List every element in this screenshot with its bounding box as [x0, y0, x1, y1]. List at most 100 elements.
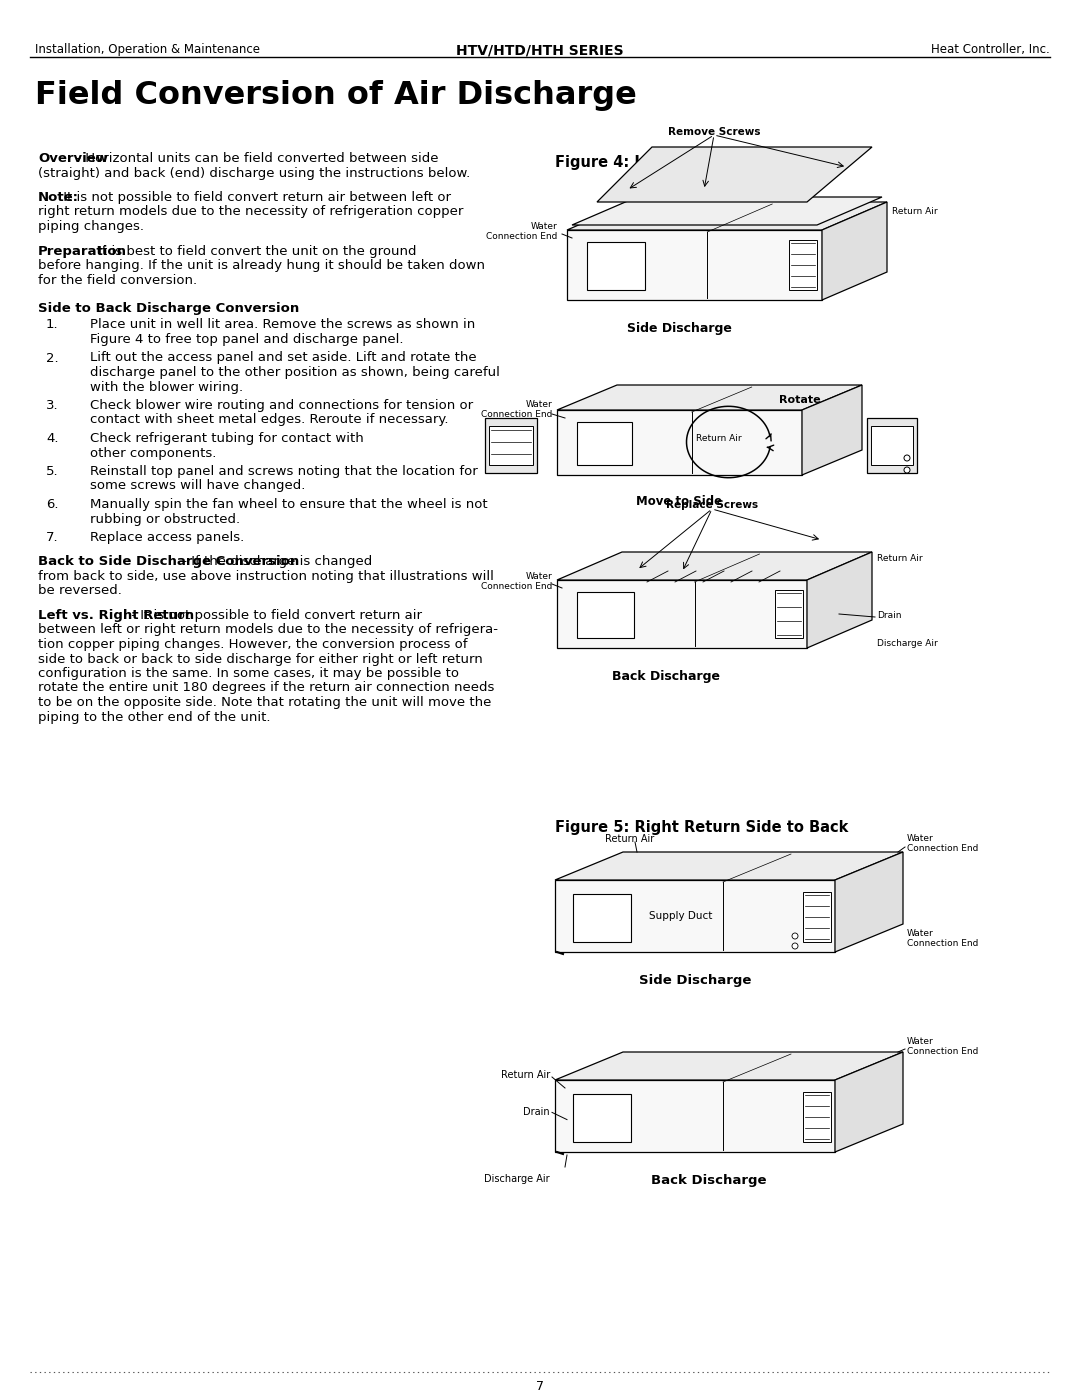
Text: Overview: Overview	[38, 152, 108, 165]
Text: discharge panel to the other position as shown, being careful: discharge panel to the other position as…	[90, 366, 500, 379]
Text: Supply Duct: Supply Duct	[649, 911, 713, 921]
Text: Place unit in well lit area. Remove the screws as shown in: Place unit in well lit area. Remove the …	[90, 319, 475, 331]
Text: - It is not possible to field convert return air: - It is not possible to field convert re…	[127, 609, 422, 622]
Text: 5.: 5.	[46, 465, 58, 478]
Text: 1.: 1.	[46, 319, 58, 331]
Text: rubbing or obstructed.: rubbing or obstructed.	[90, 513, 240, 525]
Text: configuration is the same. In some cases, it may be possible to: configuration is the same. In some cases…	[38, 666, 459, 680]
Text: Figure 4: Left Return Side to Back: Figure 4: Left Return Side to Back	[555, 155, 837, 170]
Text: - It is best to field convert the unit on the ground: - It is best to field convert the unit o…	[84, 244, 416, 257]
Polygon shape	[822, 203, 887, 300]
Text: - Horizontal units can be field converted between side: - Horizontal units can be field converte…	[72, 152, 438, 165]
Polygon shape	[573, 1094, 631, 1141]
Circle shape	[792, 933, 798, 939]
Polygon shape	[597, 147, 872, 203]
Text: 4.: 4.	[46, 432, 58, 446]
Polygon shape	[802, 386, 862, 475]
Text: HTV/HTD/HTH SERIES: HTV/HTD/HTH SERIES	[456, 43, 624, 57]
Polygon shape	[775, 590, 804, 638]
Polygon shape	[557, 386, 862, 409]
Text: other components.: other components.	[90, 447, 216, 460]
Polygon shape	[577, 592, 634, 638]
Text: contact with sheet metal edges. Reroute if necessary.: contact with sheet metal edges. Reroute …	[90, 414, 448, 426]
Text: Discharge Air: Discharge Air	[484, 1173, 550, 1185]
Text: Return Air: Return Air	[892, 207, 937, 217]
Text: Discharge Air: Discharge Air	[877, 638, 937, 647]
Circle shape	[792, 943, 798, 949]
Text: It is not possible to field convert return air between left or: It is not possible to field convert retu…	[59, 191, 451, 204]
Text: Figure 5: Right Return Side to Back: Figure 5: Right Return Side to Back	[555, 820, 849, 835]
Polygon shape	[555, 1080, 835, 1153]
Text: Remove Screws: Remove Screws	[667, 127, 760, 137]
Text: some screws will have changed.: some screws will have changed.	[90, 479, 306, 493]
Text: Water
Connection End: Water Connection End	[486, 222, 557, 242]
Text: tion copper piping changes. However, the conversion process of: tion copper piping changes. However, the…	[38, 638, 468, 651]
Text: Water
Connection End: Water Connection End	[481, 400, 552, 419]
Polygon shape	[577, 422, 632, 465]
Text: Back to Side Discharge Conversion: Back to Side Discharge Conversion	[38, 556, 299, 569]
Text: 3.: 3.	[46, 400, 58, 412]
Text: Back Discharge: Back Discharge	[651, 1173, 767, 1187]
Polygon shape	[555, 1052, 903, 1080]
Text: Side Discharge: Side Discharge	[638, 974, 752, 988]
Text: 7: 7	[536, 1380, 544, 1393]
Text: Manually spin the fan wheel to ensure that the wheel is not: Manually spin the fan wheel to ensure th…	[90, 497, 488, 511]
Text: Figure 4 to free top panel and discharge panel.: Figure 4 to free top panel and discharge…	[90, 332, 404, 346]
Text: to be on the opposite side. Note that rotating the unit will move the: to be on the opposite side. Note that ro…	[38, 696, 491, 710]
Text: Side Discharge: Side Discharge	[627, 321, 732, 335]
Text: Check refrigerant tubing for contact with: Check refrigerant tubing for contact wit…	[90, 432, 364, 446]
Polygon shape	[567, 231, 822, 300]
Text: for the field conversion.: for the field conversion.	[38, 274, 198, 286]
Polygon shape	[573, 894, 631, 942]
Text: Field Conversion of Air Discharge: Field Conversion of Air Discharge	[35, 80, 637, 110]
Text: 7.: 7.	[46, 531, 58, 543]
Text: Reinstall top panel and screws noting that the location for: Reinstall top panel and screws noting th…	[90, 465, 477, 478]
Text: from back to side, use above instruction noting that illustrations will: from back to side, use above instruction…	[38, 570, 494, 583]
Polygon shape	[489, 426, 534, 465]
Text: piping to the other end of the unit.: piping to the other end of the unit.	[38, 711, 270, 724]
Text: rotate the entire unit 180 degrees if the return air connection needs: rotate the entire unit 180 degrees if th…	[38, 682, 495, 694]
Text: Side to Back Discharge Conversion: Side to Back Discharge Conversion	[38, 302, 299, 314]
Text: between left or right return models due to the necessity of refrigera-: between left or right return models due …	[38, 623, 498, 637]
Polygon shape	[557, 552, 872, 580]
Text: Water
Connection End: Water Connection End	[907, 929, 978, 949]
Text: Heat Controller, Inc.: Heat Controller, Inc.	[931, 43, 1050, 56]
Polygon shape	[485, 418, 537, 474]
Polygon shape	[804, 1092, 831, 1141]
Text: Rotate: Rotate	[779, 395, 820, 405]
Text: (straight) and back (end) discharge using the instructions below.: (straight) and back (end) discharge usin…	[38, 166, 470, 179]
Text: Return Air: Return Air	[696, 434, 741, 443]
Polygon shape	[588, 242, 645, 291]
Polygon shape	[835, 852, 903, 951]
Text: Replace Screws: Replace Screws	[666, 500, 758, 510]
Polygon shape	[555, 852, 903, 880]
Text: right return models due to the necessity of refrigeration copper: right return models due to the necessity…	[38, 205, 463, 218]
Polygon shape	[804, 893, 831, 942]
Text: Back Discharge: Back Discharge	[612, 671, 720, 683]
Polygon shape	[572, 197, 882, 225]
Text: side to back or back to side discharge for either right or left return: side to back or back to side discharge f…	[38, 652, 483, 665]
Text: Water
Connection End: Water Connection End	[907, 1037, 978, 1056]
Text: Check blower wire routing and connections for tension or: Check blower wire routing and connection…	[90, 400, 473, 412]
Text: 2.: 2.	[46, 352, 58, 365]
Polygon shape	[557, 409, 802, 475]
Polygon shape	[835, 1052, 903, 1153]
Text: Left vs. Right Return: Left vs. Right Return	[38, 609, 194, 622]
Text: Installation, Operation & Maintenance: Installation, Operation & Maintenance	[35, 43, 260, 56]
Polygon shape	[557, 580, 807, 648]
Polygon shape	[870, 426, 913, 465]
Text: Drain: Drain	[524, 1108, 550, 1118]
Text: 6.: 6.	[46, 497, 58, 511]
Text: Move to Side: Move to Side	[636, 495, 723, 509]
Text: Water
Connection End: Water Connection End	[907, 834, 978, 854]
Text: before hanging. If the unit is already hung it should be taken down: before hanging. If the unit is already h…	[38, 258, 485, 272]
Polygon shape	[789, 240, 816, 291]
Polygon shape	[867, 418, 917, 474]
Text: Lift out the access panel and set aside. Lift and rotate the: Lift out the access panel and set aside.…	[90, 352, 476, 365]
Polygon shape	[807, 552, 872, 648]
Circle shape	[904, 467, 910, 474]
Polygon shape	[567, 203, 887, 231]
Text: Return Air: Return Air	[501, 1070, 550, 1080]
Text: Water
Connection End: Water Connection End	[481, 571, 552, 591]
Polygon shape	[555, 880, 835, 951]
